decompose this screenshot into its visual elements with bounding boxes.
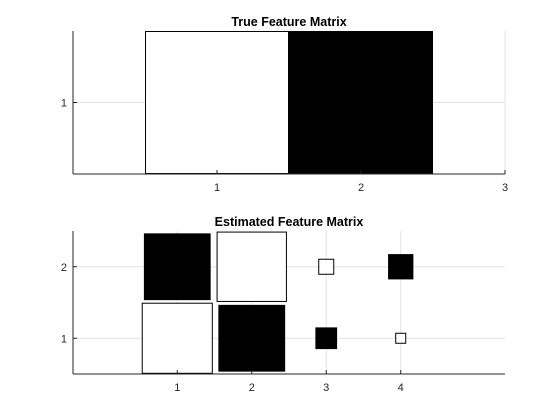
estimated-feature-matrix-panel: Estimated Feature Matrix 1 2 3 4 1 2: [61, 215, 505, 394]
chart-title: True Feature Matrix: [231, 15, 346, 29]
x-tick-label: 1: [214, 182, 220, 194]
hinton-cell-black: [143, 233, 211, 301]
hinton-cell-black: [289, 31, 433, 174]
x-tick-label: 1: [174, 382, 180, 394]
true-feature-matrix-panel: True Feature Matrix 1 2 3 1: [61, 15, 508, 194]
x-tick-label: 3: [323, 382, 329, 394]
hinton-cell-black: [315, 327, 338, 350]
hinton-cell-black: [388, 254, 414, 280]
hinton-cell-white: [395, 332, 407, 344]
chart-title: Estimated Feature Matrix: [215, 215, 364, 229]
y-tick-label: 1: [61, 333, 67, 345]
hinton-cell-white: [318, 258, 335, 275]
x-tick-label: 2: [249, 382, 255, 394]
x-tick-label: 3: [502, 182, 508, 194]
hinton-cell-white: [141, 302, 213, 374]
x-tick-label: 4: [398, 382, 404, 394]
hinton-cell-white: [216, 231, 287, 302]
y-tick-label: 2: [61, 262, 67, 274]
hinton-cell-white: [145, 31, 289, 174]
x-tick-label: 2: [358, 182, 364, 194]
hinton-cell-black: [218, 304, 286, 372]
y-tick-label: 1: [61, 98, 67, 110]
